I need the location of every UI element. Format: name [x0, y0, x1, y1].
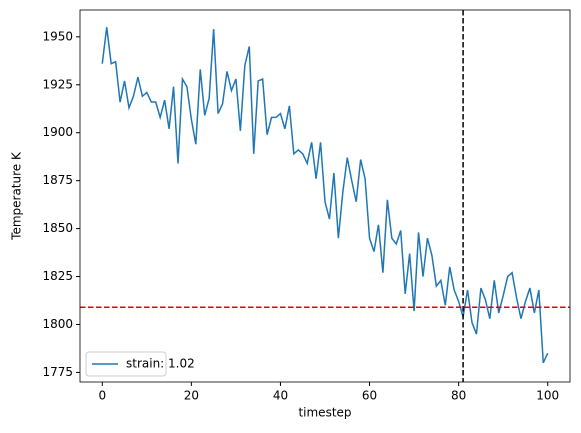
- legend-label: strain: 1.02: [126, 357, 195, 371]
- y-tick-label: 1825: [42, 269, 73, 283]
- y-tick-label: 1950: [42, 29, 73, 43]
- y-tick-label: 1900: [42, 125, 73, 139]
- y-tick-label: 1775: [42, 365, 73, 379]
- x-tick-label: 60: [362, 389, 377, 403]
- legend-box: [85, 351, 167, 377]
- y-tick-label: 1800: [42, 317, 73, 331]
- plot-frame: [79, 9, 571, 383]
- x-tick-label: 80: [451, 389, 466, 403]
- x-axis-label: timestep: [298, 406, 351, 420]
- y-tick-label: 1850: [42, 221, 73, 235]
- y-axis-label: Temperature K: [10, 151, 24, 241]
- x-tick-label: 0: [98, 389, 106, 403]
- x-tick-label: 40: [273, 389, 288, 403]
- y-tick-label: 1925: [42, 77, 73, 91]
- y-tick-label: 1875: [42, 173, 73, 187]
- x-tick-label: 20: [184, 389, 199, 403]
- x-tick-label: 100: [536, 389, 559, 403]
- data-line: [101, 27, 549, 364]
